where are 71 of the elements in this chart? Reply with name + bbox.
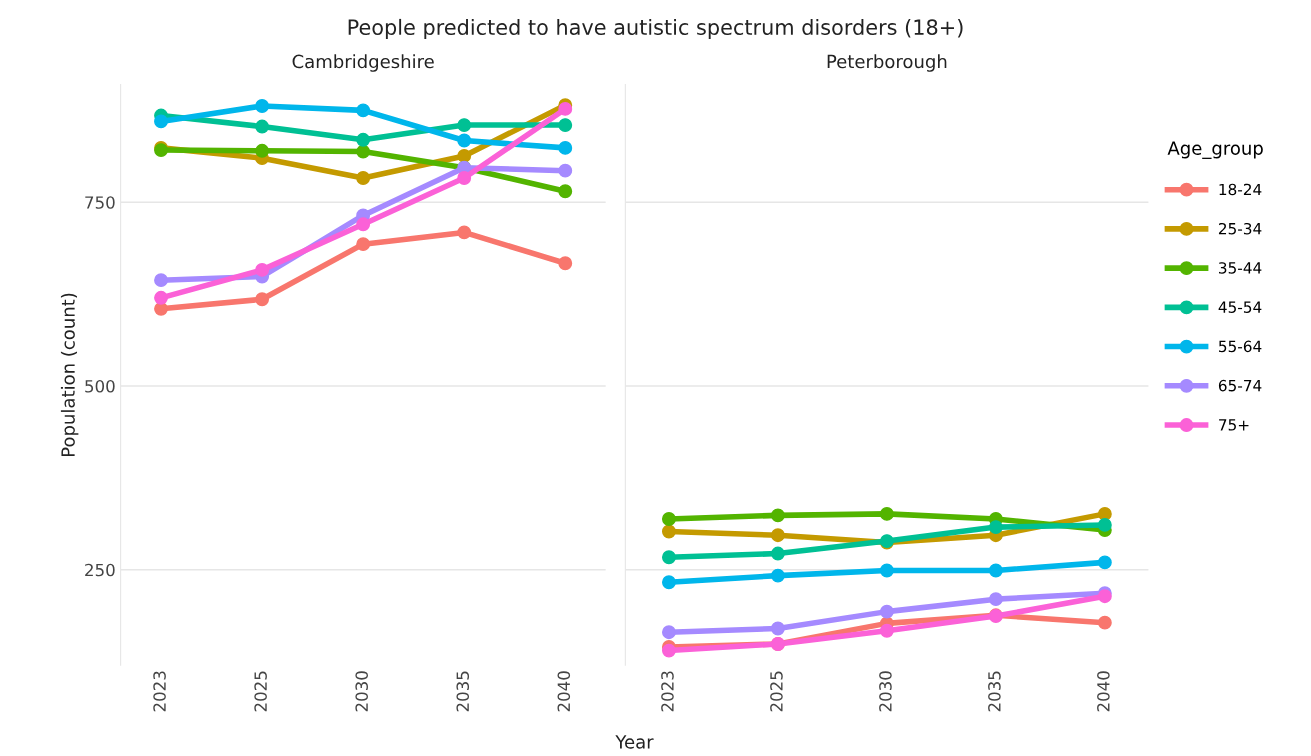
legend-title: Age_group xyxy=(1167,141,1263,159)
point xyxy=(770,508,785,523)
point xyxy=(356,144,371,159)
point xyxy=(356,217,371,232)
point xyxy=(558,163,573,178)
point xyxy=(255,292,270,307)
x-tick-label: 2030 xyxy=(879,671,892,712)
point xyxy=(356,132,371,147)
point xyxy=(661,575,676,590)
point xyxy=(457,171,472,185)
point xyxy=(770,528,785,543)
point xyxy=(356,171,371,185)
point xyxy=(879,563,894,578)
x-tick-label: 2040 xyxy=(557,671,571,712)
chart-subtitle: Cambridgeshire xyxy=(292,54,434,72)
x-tick-label: 2035 xyxy=(988,671,1001,712)
y-tick-label: 250 xyxy=(85,563,115,577)
point xyxy=(457,118,472,133)
x-axis-title: Year xyxy=(615,735,654,749)
x-tick-label: 2023 xyxy=(153,671,166,712)
point xyxy=(356,103,371,118)
y-tick-label: 750 xyxy=(85,196,115,209)
point xyxy=(879,506,894,521)
point xyxy=(988,520,1003,535)
legend-label: 55-64 xyxy=(1219,340,1262,353)
point xyxy=(255,143,270,158)
point xyxy=(154,290,168,305)
point xyxy=(770,546,785,561)
x-tick-label: 2035 xyxy=(456,671,470,712)
point xyxy=(879,604,894,619)
point xyxy=(457,149,472,163)
point xyxy=(661,625,676,640)
legend-label: 65-74 xyxy=(1218,379,1262,392)
point xyxy=(255,119,270,134)
x-tick-label: 2025 xyxy=(770,671,783,712)
y-tick-label: 500 xyxy=(85,379,115,393)
legend-label: 18-24 xyxy=(1219,183,1262,196)
point xyxy=(661,512,676,526)
point xyxy=(1097,615,1112,630)
point xyxy=(154,114,168,129)
point xyxy=(1097,555,1112,570)
point xyxy=(661,550,676,565)
legend-label: 75+ xyxy=(1219,419,1249,431)
point xyxy=(255,99,270,113)
x-tick-label: 2023 xyxy=(661,671,674,712)
y-axis-title: Population (count) xyxy=(60,293,79,457)
point xyxy=(154,273,168,288)
point xyxy=(356,237,371,252)
point xyxy=(661,524,676,539)
legend-label: 25-34 xyxy=(1218,222,1262,235)
point xyxy=(255,262,270,277)
point xyxy=(661,643,676,658)
x-tick-label: 2030 xyxy=(355,671,368,712)
point xyxy=(770,621,785,636)
point xyxy=(1097,517,1112,532)
text: People predicted to have autistic spectrum disorders (18+) xyxy=(348,18,963,40)
x-tick-label: 2040 xyxy=(1097,671,1110,712)
point xyxy=(457,225,472,240)
point xyxy=(558,118,573,133)
point xyxy=(988,592,1003,607)
point xyxy=(879,623,894,638)
point xyxy=(558,256,573,271)
legend-label: 35-44 xyxy=(1219,262,1262,274)
point xyxy=(457,133,472,148)
point xyxy=(988,563,1003,578)
point xyxy=(770,568,785,583)
point xyxy=(558,184,573,199)
point xyxy=(558,140,573,155)
x-tick-label: 2025 xyxy=(254,671,267,712)
legend-label: 45-54 xyxy=(1218,301,1262,313)
chart-subtitle: Peterborough xyxy=(827,54,947,72)
